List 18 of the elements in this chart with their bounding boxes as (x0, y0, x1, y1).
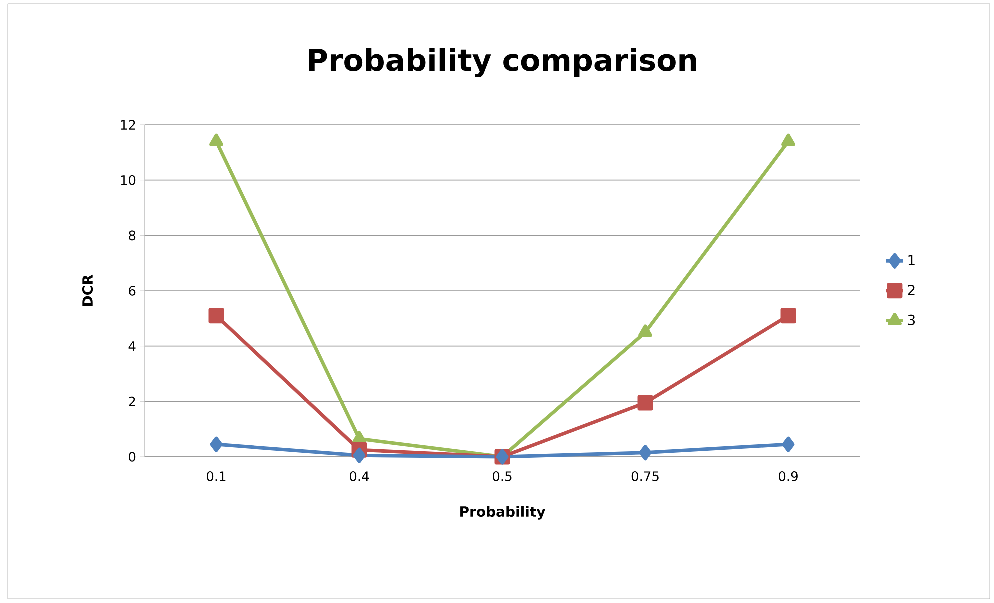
y-tick-label: 2 (129, 396, 136, 406)
x-tick-label: 0.4 (350, 472, 370, 482)
y-tick-label: 10 (121, 175, 136, 186)
legend-label: 1 (908, 255, 915, 266)
x-tick-label: 0.5 (493, 472, 512, 482)
y-tick-label: 12 (121, 120, 136, 130)
legend-label: 2 (908, 284, 915, 296)
y-axis-title: DCR (82, 274, 94, 306)
y-tick-label: 8 (129, 230, 136, 241)
x-tick-label: 0.75 (632, 472, 659, 482)
y-tick-label: 4 (128, 342, 136, 352)
chart-title: Probability comparison (309, 48, 696, 78)
y-tick-label: 0 (129, 452, 136, 462)
legend-label: 3 (908, 314, 916, 326)
x-tick-label: 0.1 (207, 472, 226, 482)
x-tick-label: 0.9 (779, 472, 798, 482)
x-axis-title: Probability (460, 506, 546, 520)
y-tick-label: 6 (129, 286, 136, 296)
